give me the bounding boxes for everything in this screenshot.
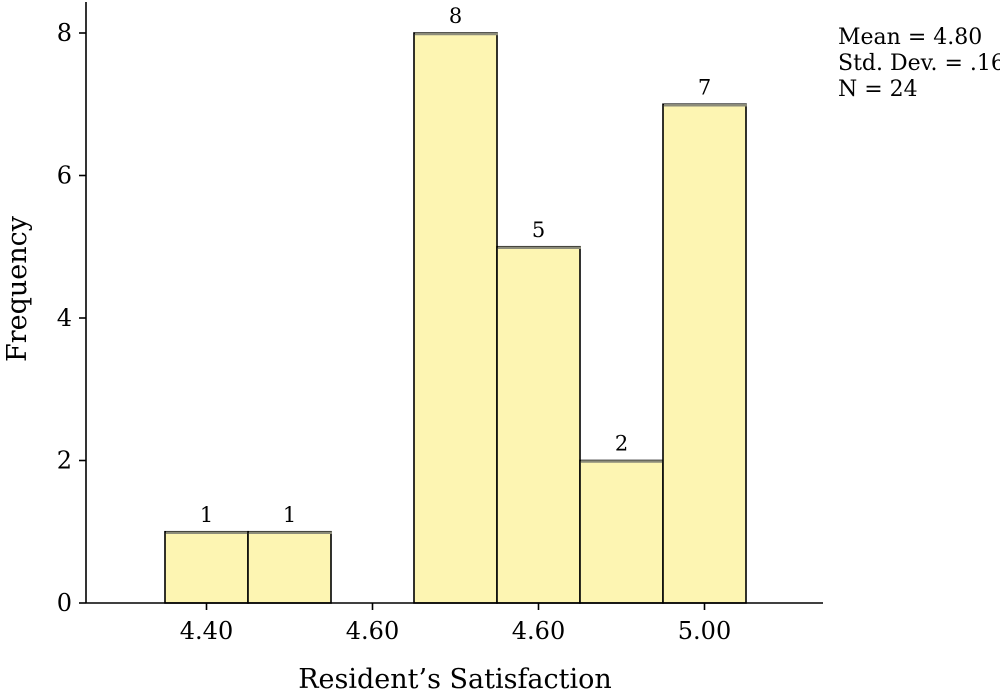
stats-box: Mean = 4.80 Std. Dev. = .165 N = 24 — [838, 25, 1000, 102]
data-label-5: 7 — [698, 75, 711, 99]
x-tick-label-3: 5.00 — [678, 617, 731, 645]
y-tick-label-2: 4 — [57, 304, 72, 332]
data-label-4: 2 — [615, 432, 628, 456]
x-ticks: 4.40 4.60 4.60 5.00 — [180, 603, 731, 645]
data-label-0: 1 — [200, 503, 213, 527]
data-label-3: 5 — [532, 218, 545, 242]
data-label-1: 1 — [283, 503, 296, 527]
bars — [164, 32, 747, 604]
bar-2 — [413, 32, 498, 604]
y-axis-title: Frequency — [2, 215, 33, 362]
x-tick-label-1: 4.60 — [346, 617, 399, 645]
stats-std-dev: Std. Dev. = .165 — [838, 51, 1000, 76]
stats-n: N = 24 — [838, 77, 918, 102]
bar-1 — [247, 530, 332, 604]
stats-mean: Mean = 4.80 — [838, 25, 982, 50]
bar-4 — [579, 459, 664, 604]
data-label-2: 8 — [449, 4, 462, 28]
y-tick-label-3: 6 — [57, 162, 72, 190]
x-tick-label-0: 4.40 — [180, 617, 233, 645]
bar-3 — [496, 245, 581, 604]
y-tick-label-0: 0 — [57, 589, 72, 617]
y-tick-label-1: 2 — [57, 447, 72, 475]
bar-0 — [164, 530, 249, 604]
x-axis-title: Resident’s Satisfaction — [298, 664, 612, 695]
x-tick-label-2: 4.60 — [512, 617, 565, 645]
bar-5 — [662, 103, 747, 604]
y-tick-label-4: 8 — [57, 19, 72, 47]
axes — [85, 2, 823, 604]
y-ticks: 0 2 4 6 8 — [57, 19, 86, 617]
